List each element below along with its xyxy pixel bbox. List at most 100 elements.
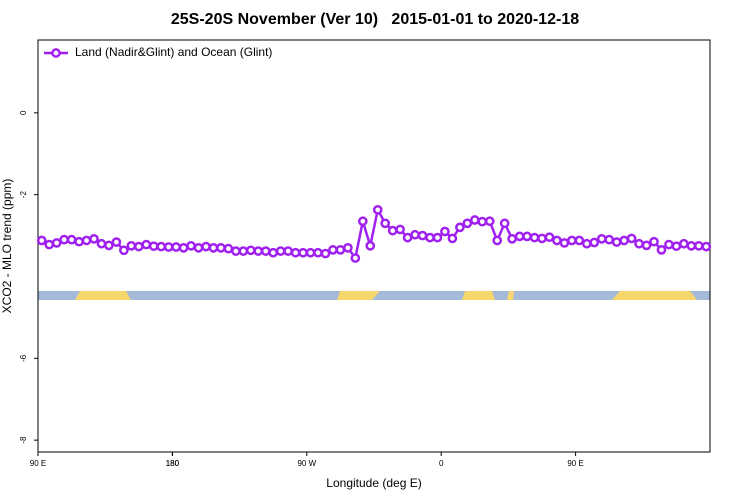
point <box>522 231 532 242</box>
point <box>581 238 592 249</box>
point <box>126 240 137 251</box>
point <box>372 204 383 215</box>
point <box>313 247 323 258</box>
x-tick-label: 90 W <box>297 459 316 468</box>
point <box>574 235 585 246</box>
point <box>245 245 256 256</box>
point <box>298 247 308 258</box>
y-tick-label: -8 <box>19 436 28 444</box>
point <box>335 245 346 255</box>
point <box>133 241 144 252</box>
point <box>634 238 644 249</box>
point <box>350 253 361 263</box>
x-tick-label: 180 <box>166 459 180 468</box>
point <box>208 242 219 253</box>
point <box>178 242 189 253</box>
point <box>552 235 562 246</box>
point <box>253 246 264 256</box>
x-tick-label: 90 E <box>567 459 583 468</box>
point <box>462 218 473 229</box>
point <box>328 245 338 255</box>
point <box>163 242 174 252</box>
point <box>701 241 712 252</box>
point <box>380 218 391 229</box>
point <box>619 235 629 246</box>
point <box>604 234 615 245</box>
point <box>447 233 458 244</box>
point <box>492 235 503 246</box>
y-axis-label: XCO2 - MLO trend (ppm) <box>0 179 14 314</box>
point <box>649 236 659 247</box>
point <box>686 240 697 251</box>
point <box>231 246 241 256</box>
y-tick-label: 0 <box>19 110 28 115</box>
point <box>559 238 570 248</box>
point <box>111 237 122 247</box>
point <box>216 242 226 253</box>
point <box>387 225 398 236</box>
point <box>141 239 152 250</box>
point <box>537 233 547 244</box>
x-tick-label: 180 <box>166 459 180 468</box>
chart-title: 25S-20S November (Ver 10) 2015-01-01 to … <box>171 11 579 28</box>
point <box>484 216 495 227</box>
point <box>66 234 77 245</box>
point <box>589 237 600 248</box>
point <box>81 235 92 246</box>
point <box>148 241 159 252</box>
point <box>671 241 682 252</box>
point <box>477 216 488 227</box>
point <box>656 245 667 255</box>
point <box>104 240 114 251</box>
y-tick-label: -2 <box>19 191 28 199</box>
point <box>223 243 234 254</box>
point <box>156 241 167 252</box>
point <box>365 240 376 251</box>
point <box>320 248 331 259</box>
point <box>260 246 271 256</box>
point <box>283 246 293 256</box>
point <box>641 240 652 251</box>
land <box>75 291 131 300</box>
point <box>96 238 107 249</box>
point <box>679 238 689 249</box>
point <box>119 245 129 256</box>
x-tick-label: 90 E <box>30 459 46 468</box>
legend-label: Land (Nadir&Glint) and Ocean (Glint) <box>75 45 272 59</box>
point <box>402 232 413 243</box>
point <box>529 232 540 243</box>
series-line <box>41 206 707 262</box>
point <box>193 242 204 253</box>
point <box>36 235 47 246</box>
point <box>44 239 55 250</box>
land-ocean-band <box>38 291 710 300</box>
point <box>275 246 286 256</box>
point <box>664 239 674 250</box>
point <box>514 231 525 242</box>
point <box>51 238 62 248</box>
land <box>612 291 697 300</box>
point <box>507 233 517 244</box>
point <box>357 216 368 227</box>
point <box>171 242 181 252</box>
point <box>693 240 704 251</box>
point <box>186 240 196 251</box>
point <box>455 222 465 233</box>
x-axis-label: Longitude (deg E) <box>326 476 421 490</box>
point <box>499 218 510 229</box>
point <box>343 242 353 253</box>
point <box>74 236 84 247</box>
land <box>462 291 495 300</box>
point <box>59 234 69 245</box>
point <box>611 237 622 247</box>
point <box>201 241 211 252</box>
point <box>626 233 637 244</box>
point <box>290 247 301 258</box>
land <box>507 291 514 300</box>
legend-marker <box>51 48 61 58</box>
point <box>440 226 450 237</box>
point <box>469 215 480 225</box>
point <box>305 247 316 258</box>
point <box>544 232 555 243</box>
